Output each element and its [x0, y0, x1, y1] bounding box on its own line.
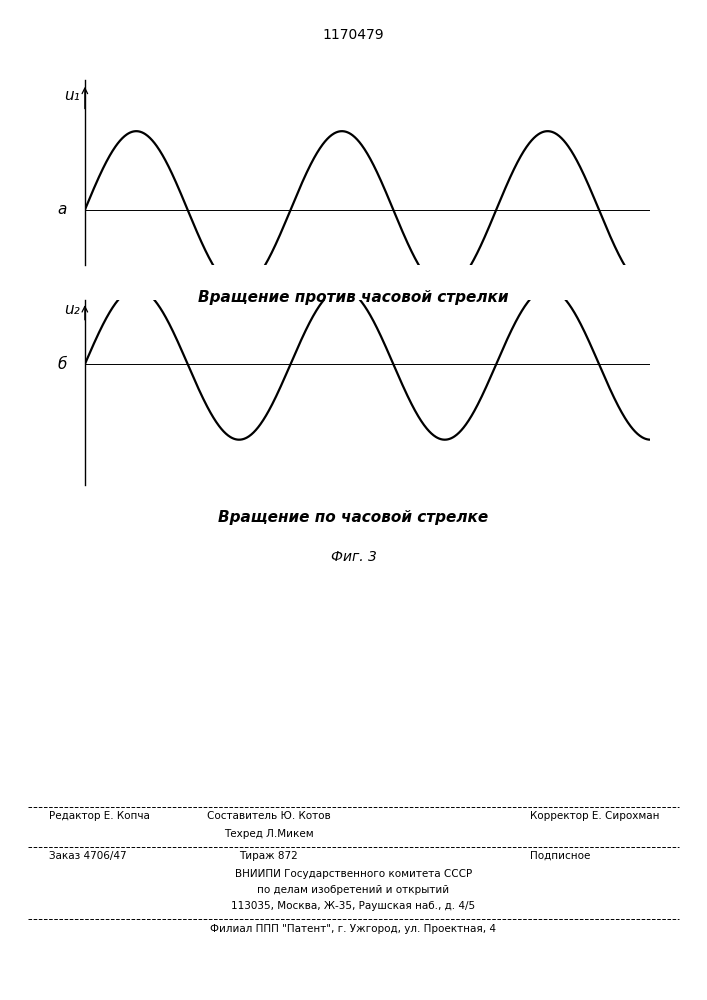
Text: по делам изобретений и открытий: по делам изобретений и открытий — [257, 885, 450, 895]
Text: б: б — [57, 357, 67, 372]
Text: Корректор Е. Сирохман: Корректор Е. Сирохман — [530, 811, 660, 821]
Text: Подписное: Подписное — [530, 851, 590, 861]
Text: а: а — [57, 202, 67, 217]
Text: 113035, Москва, Ж-35, Раушская наб., д. 4/5: 113035, Москва, Ж-35, Раушская наб., д. … — [231, 901, 476, 911]
Text: u₁: u₁ — [64, 88, 81, 103]
Text: Фиг. 3: Фиг. 3 — [331, 550, 376, 564]
Text: Заказ 4706/47: Заказ 4706/47 — [49, 851, 127, 861]
Text: Составитель Ю. Котов: Составитель Ю. Котов — [206, 811, 331, 821]
Text: Вращение против часовой стрелки: Вращение против часовой стрелки — [198, 290, 509, 305]
Text: Редактор Е. Копча: Редактор Е. Копча — [49, 811, 151, 821]
Text: u₂: u₂ — [64, 302, 81, 317]
Text: 1170479: 1170479 — [322, 28, 385, 42]
Text: Тираж 872: Тираж 872 — [239, 851, 298, 861]
Text: Техред Л.Микем: Техред Л.Микем — [224, 829, 313, 839]
Text: Филиал ППП "Патент", г. Ужгород, ул. Проектная, 4: Филиал ППП "Патент", г. Ужгород, ул. Про… — [211, 924, 496, 934]
Text: ВНИИПИ Государственного комитета СССР: ВНИИПИ Государственного комитета СССР — [235, 869, 472, 879]
Text: Вращение по часовой стрелке: Вращение по часовой стрелке — [218, 510, 489, 525]
